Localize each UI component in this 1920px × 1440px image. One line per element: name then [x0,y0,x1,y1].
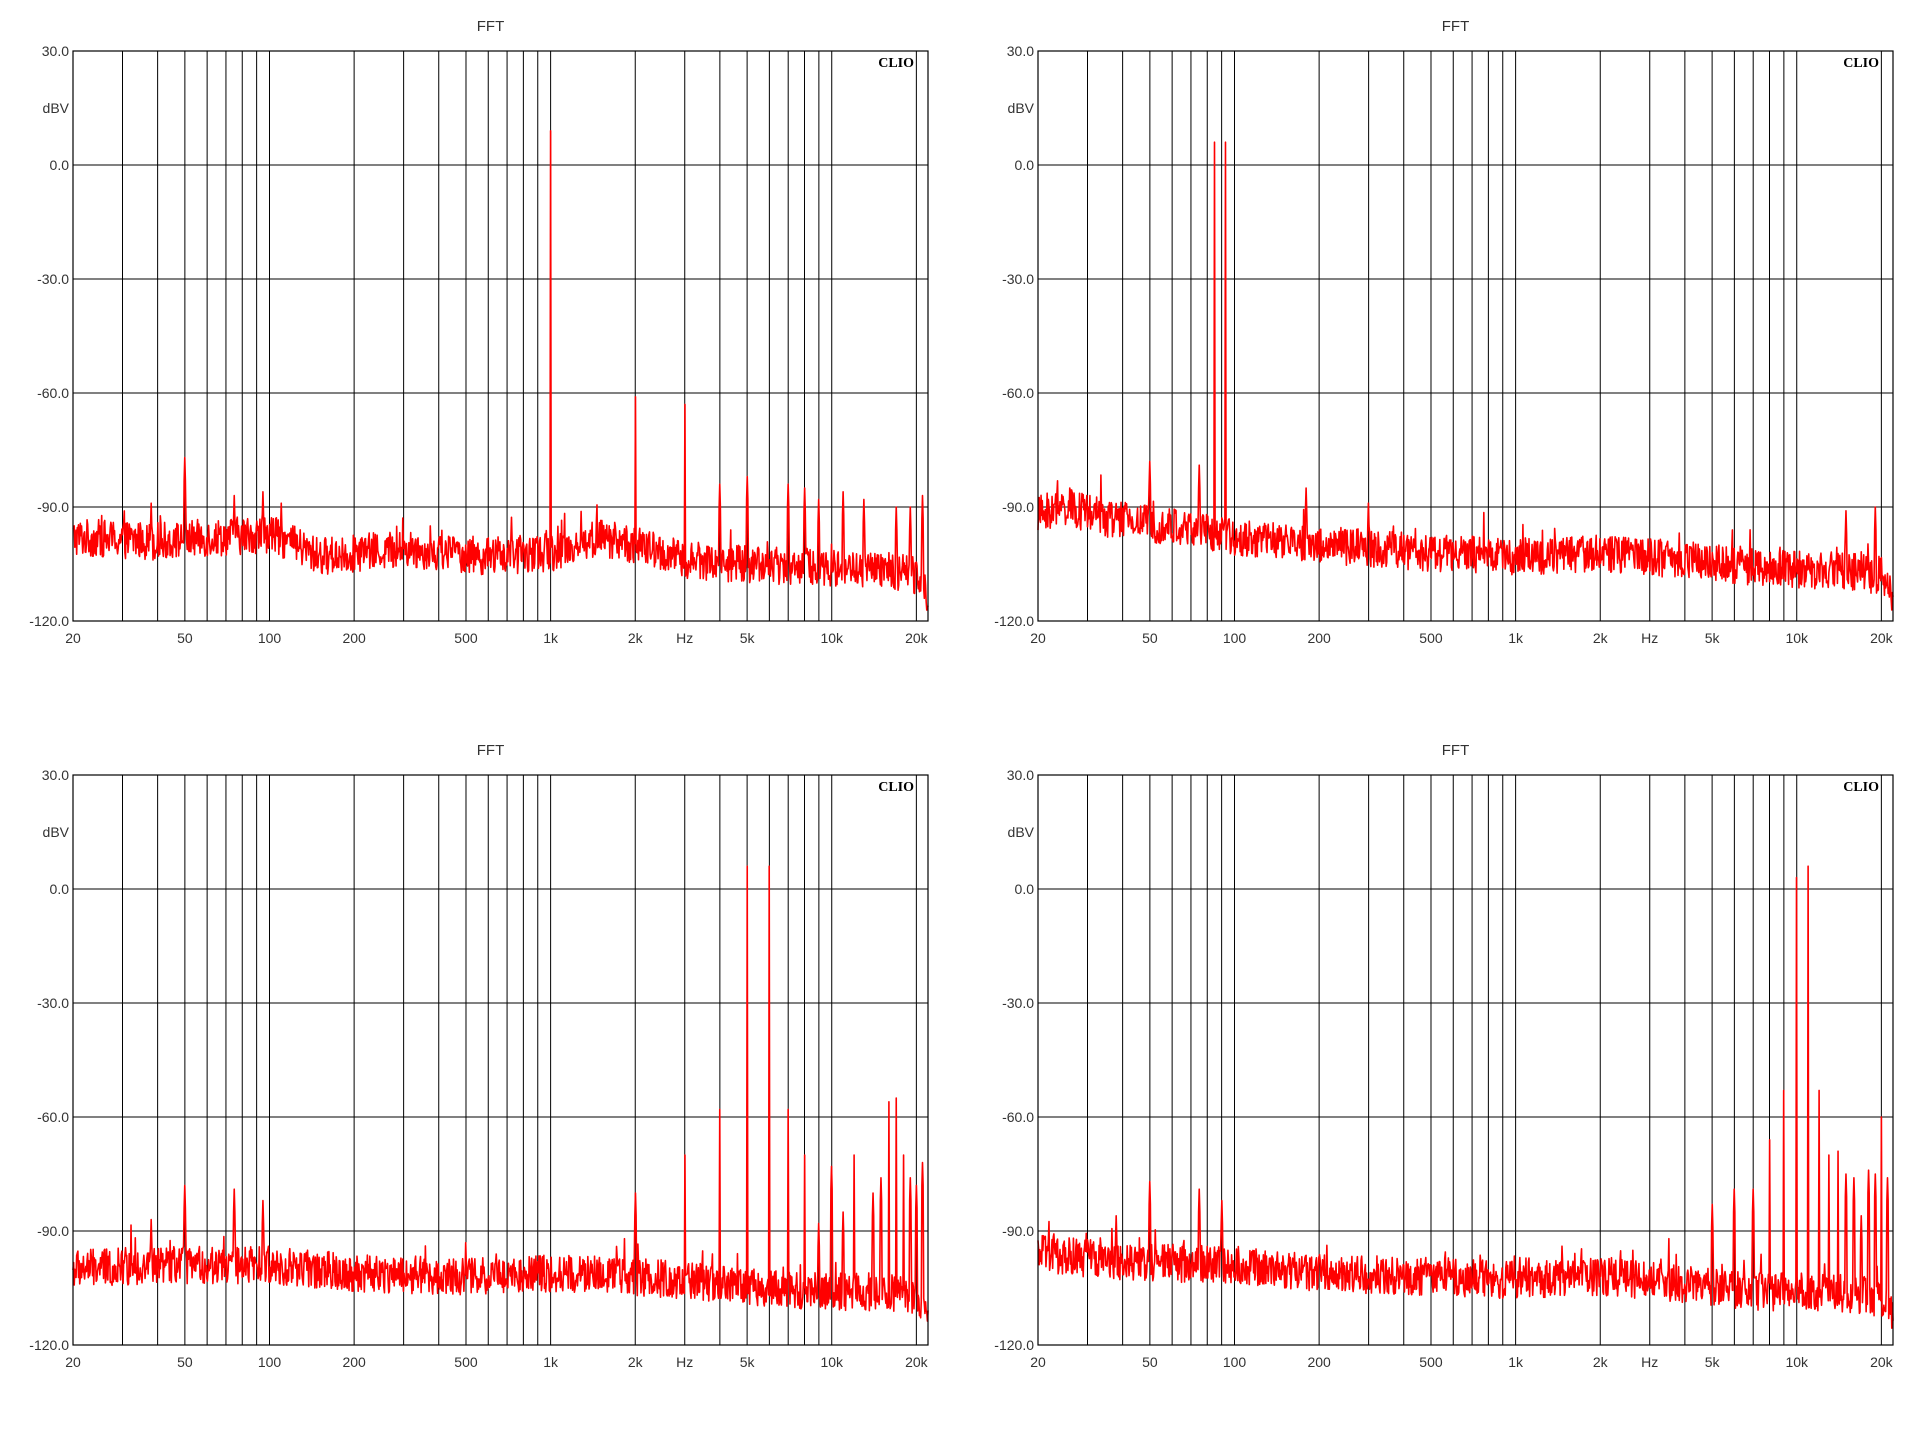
x-tick-label: 10k [820,630,844,646]
x-tick-label: 10k [1785,1354,1809,1370]
chart-title: FFT [1442,742,1470,759]
plot-frame [72,774,929,1346]
x-tick-label: 200 [1307,630,1331,646]
y-unit-label: dBV [1008,100,1035,116]
x-tick-label: 2k [1593,630,1609,646]
x-tick-label: 100 [1223,630,1247,646]
y-tick-label: 30.0 [42,43,69,59]
chart-title: FFT [1442,18,1470,35]
y-tick-label: 30.0 [1007,767,1034,783]
x-tick-label: 1k [543,630,559,646]
y-tick-label: -30.0 [37,271,69,287]
brand-label: CLIO [878,56,914,71]
x-tick-label: 1k [1508,630,1524,646]
y-tick-label: 30.0 [1007,43,1034,59]
x-tick-label: 500 [1419,1354,1443,1370]
y-tick-label: 0.0 [1015,157,1035,173]
y-tick-label: 30.0 [42,767,69,783]
fft-trace [1037,141,1894,611]
fft-trace [72,865,929,1322]
fft-chart-1: FFTCLIOdBV30.00.0-30.0-60.0-90.0-120.020… [29,18,929,646]
plot-area [73,775,928,1345]
x-tick-label: 50 [177,630,193,646]
chart-title: FFT [477,742,505,759]
y-tick-label: -90.0 [37,499,69,515]
x-tick-label: 20k [1870,630,1894,646]
x-tick-label: 10k [1785,630,1809,646]
y-tick-label: 0.0 [50,157,70,173]
plot-frame [72,50,929,622]
x-tick-label: 50 [1142,1354,1158,1370]
y-tick-label: -120.0 [29,1337,69,1353]
x-tick-label: 2k [1593,1354,1609,1370]
y-tick-label: -30.0 [1002,271,1034,287]
chart-title: FFT [477,18,505,35]
x-tick-label: 500 [454,630,478,646]
plot-area [1038,51,1893,621]
x-tick-label: 20 [1030,630,1046,646]
x-tick-label: 10k [820,1354,844,1370]
x-tick-label: 1k [1508,1354,1524,1370]
y-tick-label: -90.0 [1002,1223,1034,1239]
brand-label: CLIO [878,780,914,795]
fft-trace [1037,865,1894,1329]
plot-frame [1037,774,1894,1346]
y-tick-label: -30.0 [37,995,69,1011]
x-tick-label: 2k [628,1354,644,1370]
x-tick-label: 20 [65,1354,81,1370]
fft-trace [72,130,929,611]
y-unit-label: dBV [43,824,70,840]
x-tick-label: 200 [342,1354,366,1370]
x-tick-label: Hz [676,630,693,646]
x-tick-label: 20 [65,630,81,646]
brand-label: CLIO [1843,56,1879,71]
y-tick-label: -60.0 [37,1109,69,1125]
y-tick-label: -30.0 [1002,995,1034,1011]
y-tick-label: -90.0 [1002,499,1034,515]
x-tick-label: 5k [740,630,756,646]
x-tick-label: 20k [1870,1354,1894,1370]
y-unit-label: dBV [1008,824,1035,840]
x-tick-label: 50 [177,1354,193,1370]
y-tick-label: -90.0 [37,1223,69,1239]
x-tick-label: Hz [1641,1354,1658,1370]
y-tick-label: -120.0 [994,1337,1034,1353]
x-tick-label: 20 [1030,1354,1046,1370]
x-tick-label: 20k [905,1354,929,1370]
y-tick-label: -60.0 [37,385,69,401]
x-tick-label: Hz [676,1354,693,1370]
y-unit-label: dBV [43,100,70,116]
y-tick-label: -60.0 [1002,385,1034,401]
x-tick-label: 200 [1307,1354,1331,1370]
x-tick-label: 100 [258,630,282,646]
y-tick-label: -60.0 [1002,1109,1034,1125]
fft-chart-4: FFTCLIOdBV30.00.0-30.0-60.0-90.0-120.020… [994,742,1894,1370]
x-tick-label: 500 [454,1354,478,1370]
fft-chart-2: FFTCLIOdBV30.00.0-30.0-60.0-90.0-120.020… [994,18,1894,646]
x-tick-label: 5k [740,1354,756,1370]
x-tick-label: 500 [1419,630,1443,646]
x-tick-label: 20k [905,630,929,646]
x-tick-label: 1k [543,1354,559,1370]
y-tick-label: -120.0 [994,613,1034,629]
y-tick-label: 0.0 [50,881,70,897]
x-tick-label: 5k [1705,630,1721,646]
x-tick-label: Hz [1641,630,1658,646]
brand-label: CLIO [1843,780,1879,795]
x-tick-label: 2k [628,630,644,646]
x-tick-label: 100 [258,1354,282,1370]
y-tick-label: -120.0 [29,613,69,629]
x-tick-label: 200 [342,630,366,646]
x-tick-label: 100 [1223,1354,1247,1370]
fft-chart-3: FFTCLIOdBV30.00.0-30.0-60.0-90.0-120.020… [29,742,929,1370]
x-tick-label: 50 [1142,630,1158,646]
plot-frame [1037,50,1894,622]
y-tick-label: 0.0 [1015,881,1035,897]
x-tick-label: 5k [1705,1354,1721,1370]
